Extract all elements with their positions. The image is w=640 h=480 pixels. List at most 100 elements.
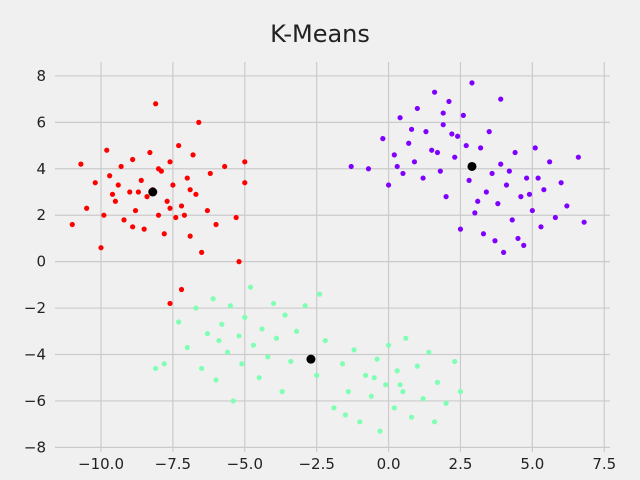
scatter-point	[483, 189, 489, 195]
scatter-point	[250, 342, 257, 348]
scatter-point	[314, 372, 320, 378]
scatter-point	[443, 400, 449, 406]
scatter-point	[406, 140, 412, 146]
scatter-point	[242, 180, 248, 186]
scatter-point	[420, 396, 426, 402]
scatter-point	[92, 180, 98, 186]
scatter-point	[178, 203, 185, 209]
scatter-point	[408, 126, 415, 132]
scatter-point	[362, 372, 369, 378]
scatter-point	[293, 328, 300, 334]
scatter-point	[411, 159, 418, 165]
scatter-point	[475, 198, 481, 204]
scatter-point	[538, 224, 544, 230]
scatter-point	[178, 286, 185, 293]
scatter-point	[449, 131, 455, 137]
scatter-point	[558, 180, 564, 186]
grid-layer	[55, 62, 610, 452]
scatter-point	[463, 142, 469, 149]
scatter-point	[109, 191, 116, 197]
scatter-point	[547, 159, 553, 165]
scatter-point	[204, 207, 211, 214]
scatter-point	[222, 163, 228, 170]
scatter-point	[331, 405, 337, 411]
scatter-point	[78, 161, 84, 167]
y-tick-label: 2	[36, 206, 46, 224]
y-tick-label: −2	[24, 299, 46, 317]
scatter-point	[187, 187, 193, 193]
scatter-point	[472, 210, 478, 216]
scatter-point	[176, 319, 182, 325]
scatter-point	[107, 173, 113, 179]
scatter-point	[256, 375, 262, 381]
scatter-point	[219, 321, 225, 327]
scatter-point	[153, 101, 159, 107]
scatter-point	[512, 149, 518, 156]
scatter-point	[521, 242, 527, 248]
scatter-point	[115, 182, 121, 188]
scatter-point	[236, 333, 242, 339]
y-tick-label: −8	[24, 438, 46, 456]
scatter-point	[135, 189, 141, 195]
scatter-point	[457, 389, 464, 395]
scatter-point	[426, 349, 432, 355]
scatter-point	[515, 235, 521, 242]
y-tick-label: 4	[36, 160, 46, 178]
x-tick-label: −10.0	[78, 455, 124, 473]
scatter-point	[273, 335, 280, 341]
scatter-point	[282, 312, 288, 318]
y-tick-label: 8	[36, 67, 46, 85]
scatter-point	[181, 212, 188, 218]
y-tick-label: −6	[24, 392, 46, 410]
scatter-point	[155, 166, 162, 172]
scatter-point	[213, 377, 219, 383]
scatter-point	[385, 182, 392, 188]
points-layer	[69, 80, 587, 434]
scatter-point	[69, 221, 75, 228]
scatter-point	[351, 347, 357, 353]
scatter-point	[242, 314, 248, 320]
scatter-point	[224, 349, 231, 355]
scatter-point	[199, 365, 205, 372]
scatter-point	[454, 133, 461, 139]
scatter-point	[357, 419, 363, 425]
scatter-point	[498, 161, 504, 167]
scatter-point	[193, 305, 199, 311]
scatter-point	[345, 389, 351, 395]
scatter-point	[380, 136, 386, 142]
scatter-point	[193, 191, 199, 197]
scatter-point	[397, 382, 403, 388]
scatter-point	[518, 194, 524, 200]
scatter-point	[429, 147, 435, 153]
scatter-point	[339, 361, 346, 367]
scatter-point	[486, 129, 492, 135]
centroid-point	[306, 354, 316, 364]
x-tick-label: 2.5	[449, 455, 473, 473]
scatter-point	[524, 175, 530, 181]
scatter-point	[440, 122, 446, 128]
scatter-point	[233, 214, 239, 221]
scatter-point	[431, 89, 438, 95]
scatter-point	[348, 163, 354, 170]
scatter-point	[130, 156, 136, 163]
scatter-point	[552, 214, 558, 221]
scatter-point	[532, 145, 538, 151]
y-tick-label: −4	[24, 346, 46, 364]
scatter-point	[288, 358, 294, 365]
scatter-point	[460, 112, 466, 118]
scatter-point	[394, 368, 400, 374]
scatter-point	[400, 389, 406, 395]
scatter-point	[457, 226, 464, 232]
y-tick-label: 0	[36, 253, 46, 271]
scatter-point	[265, 354, 271, 360]
scatter-point	[167, 159, 173, 165]
scatter-point	[400, 170, 406, 177]
scatter-point	[420, 175, 426, 181]
scatter-point	[141, 226, 147, 232]
scatter-point	[316, 291, 323, 297]
scatter-point	[147, 149, 153, 156]
scatter-point	[184, 344, 190, 351]
scatter-point	[239, 361, 245, 367]
scatter-point	[489, 170, 495, 177]
axis-label-layer: −10.0 −7.5 −5.0 −2.5 0.0 2.5 5.0 7.5 −8 −6 −4 −2 0 2 4…	[24, 67, 616, 473]
